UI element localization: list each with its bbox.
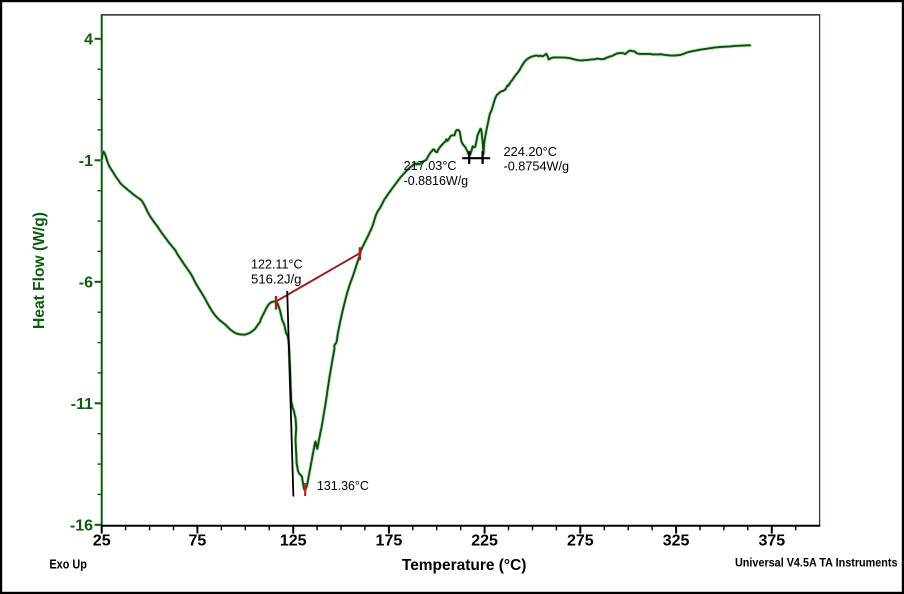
svg-text:-11: -11	[71, 396, 93, 413]
svg-text:225: 225	[471, 532, 498, 549]
svg-text:122.11°C: 122.11°C	[251, 257, 303, 272]
svg-text:175: 175	[376, 532, 403, 549]
svg-text:Universal V4.5A TA Instruments: Universal V4.5A TA Instruments	[735, 556, 898, 570]
svg-text:131.36°C: 131.36°C	[317, 478, 369, 493]
svg-text:-1: -1	[79, 153, 93, 170]
svg-text:Heat Flow (W/g): Heat Flow (W/g)	[31, 212, 48, 329]
svg-text:375: 375	[758, 532, 785, 549]
svg-text:-0.8816W/g: -0.8816W/g	[404, 173, 469, 188]
svg-text:75: 75	[189, 532, 207, 549]
svg-text:Exo Up: Exo Up	[49, 558, 87, 572]
svg-text:-16: -16	[70, 518, 93, 535]
svg-text:4: 4	[84, 32, 93, 49]
svg-text:516.2J/g: 516.2J/g	[251, 271, 302, 286]
svg-text:275: 275	[567, 532, 594, 549]
svg-text:25: 25	[93, 532, 111, 549]
svg-text:-6: -6	[79, 275, 93, 292]
svg-text:-0.8754W/g: -0.8754W/g	[504, 159, 570, 174]
svg-text:217.03°C: 217.03°C	[404, 158, 457, 173]
svg-text:224.20°C: 224.20°C	[504, 144, 558, 159]
svg-text:Temperature (°C): Temperature (°C)	[402, 557, 527, 574]
svg-text:125: 125	[280, 532, 307, 549]
svg-text:325: 325	[663, 532, 690, 549]
